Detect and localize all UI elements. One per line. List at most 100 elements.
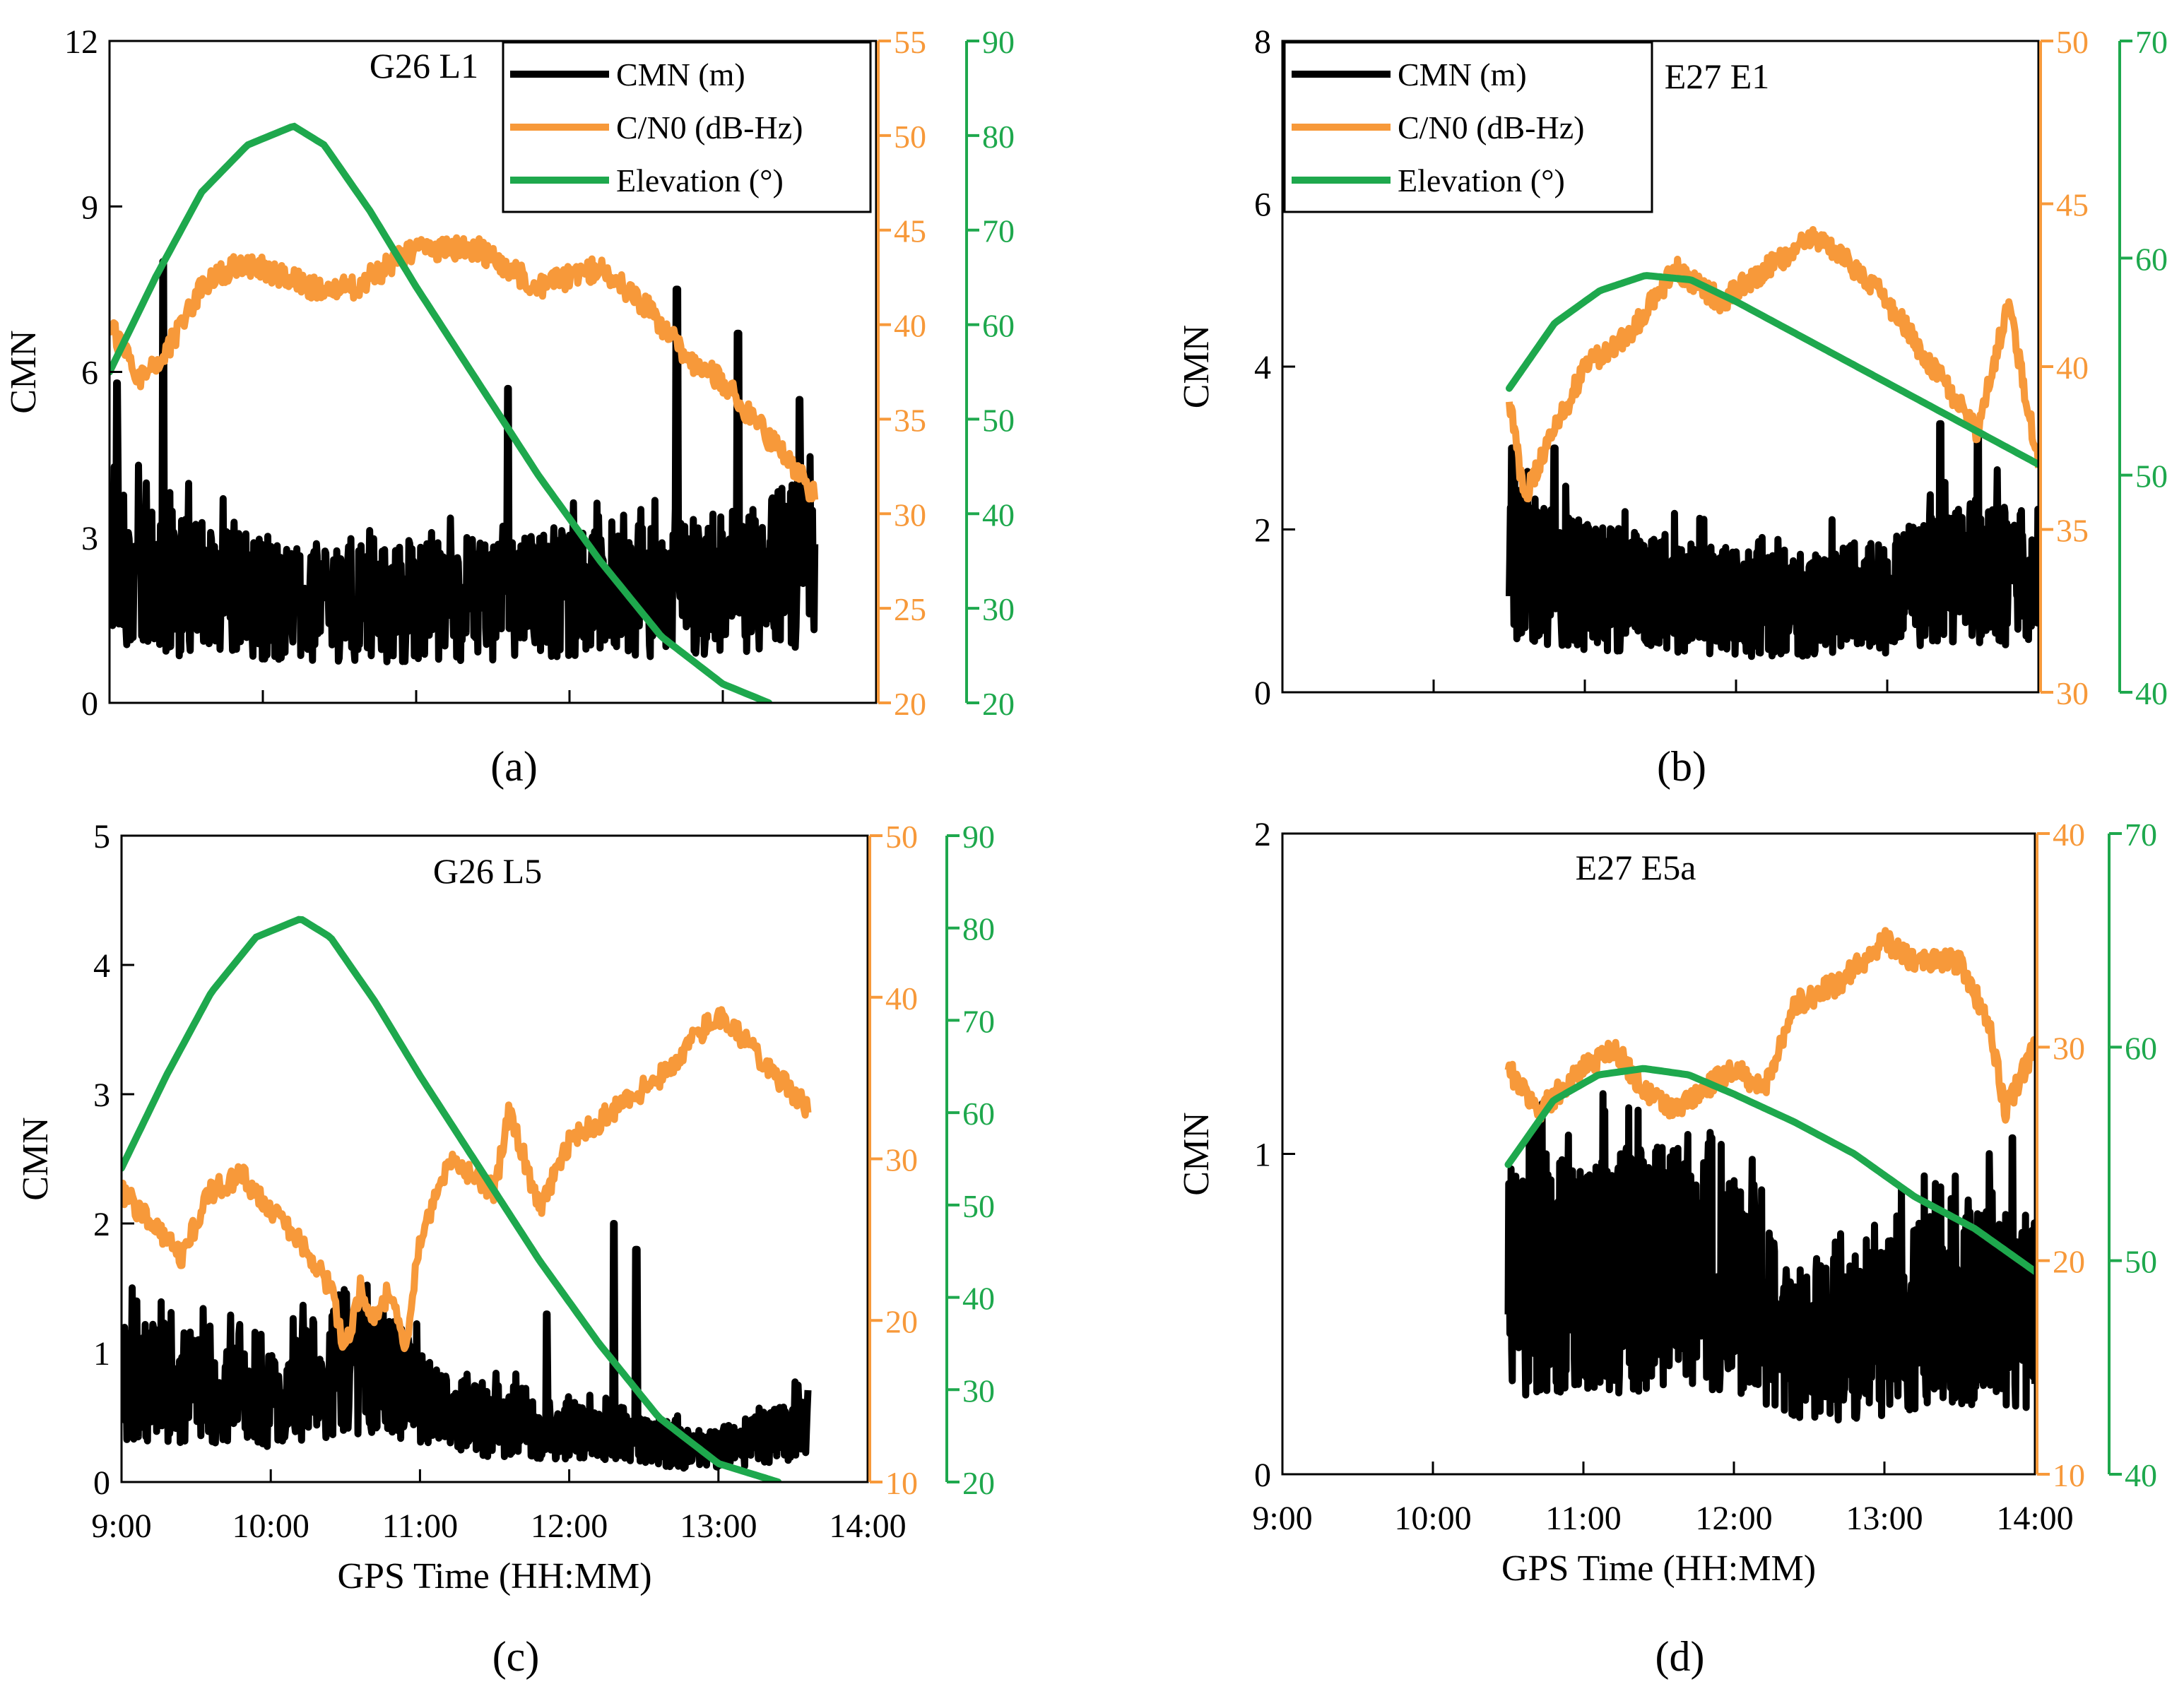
- elevation-tick-label: 50: [962, 1188, 995, 1224]
- panel-d: 0 1 2 9:00 10:00 11:00 12:00 13:00 14:00 10 20 30 40…: [1176, 816, 2157, 1680]
- x-tick-label: 14:00: [1996, 1500, 2073, 1537]
- elevation-series-d: [1504, 1065, 2035, 1275]
- elevation-tick-label: 90: [962, 819, 995, 855]
- elevation-tick-label: 60: [962, 1096, 995, 1132]
- cn0-tick-label: 40: [2056, 350, 2089, 386]
- x-tick-label: 11:00: [382, 1507, 459, 1545]
- cn0-tick-label: 20: [2053, 1244, 2085, 1280]
- cn0-tick-label: 50: [2056, 24, 2089, 60]
- y-axis-label: CMN: [4, 330, 44, 413]
- elevation-tick-label: 70: [982, 213, 1015, 249]
- elevation-series-a: [110, 122, 773, 703]
- cmn-series-d: [1504, 1090, 2035, 1424]
- left-tick-label: 2: [1254, 512, 1271, 550]
- panel-label: (a): [490, 743, 538, 790]
- cn0-series-a: [110, 234, 819, 503]
- plot-frame-c: [120, 834, 869, 1483]
- cn0-tick-label: 25: [894, 591, 926, 627]
- elevation-tick-label: 70: [962, 1003, 995, 1039]
- panel-label: (b): [1657, 743, 1706, 790]
- elevation-tick-label: 70: [2125, 817, 2157, 853]
- left-tick-label: 0: [81, 685, 98, 723]
- left-tick-label: 3: [81, 520, 98, 557]
- legend-b: CMN (m) C/N0 (dB-Hz) Elevation (°): [1283, 41, 1653, 213]
- x-tick-label: 12:00: [1695, 1500, 1772, 1537]
- y-axis-label: CMN: [1176, 325, 1217, 408]
- elevation-tick-label: 60: [2135, 241, 2168, 277]
- left-tick-label: 5: [93, 818, 110, 855]
- left-tick-label: 0: [1254, 1457, 1271, 1494]
- plot-area-d: [1504, 927, 2035, 1424]
- legend-label: C/N0 (dB-Hz): [616, 109, 803, 146]
- elevation-tick-label: 90: [982, 24, 1015, 60]
- left-tick-label: 6: [1254, 186, 1271, 224]
- elevation-tick-label: 50: [982, 402, 1015, 438]
- cn0-tick-label: 10: [885, 1465, 918, 1501]
- cn0-tick-label: 30: [894, 497, 926, 533]
- cn0-tick-label: 35: [894, 402, 926, 438]
- plot-area-b: [1506, 226, 2038, 660]
- x-tick-label: 10:00: [1394, 1500, 1471, 1537]
- x-tick-label: 9:00: [91, 1507, 151, 1545]
- cn0-tick-label: 55: [894, 24, 926, 60]
- left-tick-label: 4: [93, 947, 110, 985]
- left-tick-label: 1: [93, 1335, 110, 1373]
- x-axis-label: GPS Time (HH:MM): [1501, 1548, 1816, 1589]
- x-axis-label: GPS Time (HH:MM): [337, 1556, 651, 1596]
- cn0-tick-label: 40: [885, 980, 918, 1017]
- x-tick-label: 14:00: [829, 1507, 906, 1545]
- left-tick-label: 6: [81, 355, 98, 392]
- elevation-tick-label: 30: [982, 591, 1015, 627]
- elevation-tick-label: 30: [962, 1373, 995, 1409]
- cn0-tick-label: 30: [885, 1142, 918, 1178]
- left-tick-label: 0: [1254, 675, 1271, 712]
- elevation-tick-label: 20: [982, 686, 1015, 722]
- left-tick-label: 8: [1254, 23, 1271, 61]
- cn0-tick-label: 10: [2053, 1457, 2085, 1493]
- elevation-tick-label: 20: [962, 1465, 995, 1501]
- x-tick-label: 13:00: [680, 1507, 757, 1545]
- x-tick-label: 13:00: [1846, 1500, 1923, 1537]
- x-tick-label: 10:00: [232, 1507, 309, 1545]
- cn0-tick-label: 35: [2056, 513, 2089, 549]
- left-tick-label: 3: [93, 1077, 110, 1114]
- left-tick-label: 9: [81, 189, 98, 226]
- panel-a: 0 3 6 9 12 20 25 30 35 40 45 50 55 20 30 40 50 60 70 80 90 CM…: [4, 23, 1015, 790]
- cmn-series-b: [1506, 420, 2038, 660]
- elevation-tick-label: 80: [962, 911, 995, 947]
- legend-label: CMN (m): [1398, 57, 1527, 93]
- left-tick-label: 2: [1254, 816, 1271, 853]
- elevation-tick-label: 40: [2125, 1457, 2157, 1493]
- cmn-series-a: [110, 258, 819, 665]
- elevation-tick-label: 40: [2135, 675, 2168, 711]
- cn0-tick-label: 40: [2053, 817, 2085, 853]
- plot-area-c: [122, 915, 812, 1482]
- panel-label: (d): [1655, 1633, 1705, 1680]
- cn0-tick-label: 45: [894, 213, 926, 249]
- y-axis-label: CMN: [1176, 1112, 1217, 1195]
- legend-label: Elevation (°): [1398, 162, 1565, 198]
- elevation-series-b: [1506, 272, 2038, 468]
- cn0-tick-label: 20: [885, 1303, 918, 1339]
- cn0-tick-label: 50: [885, 819, 918, 855]
- elevation-tick-label: 50: [2125, 1244, 2157, 1280]
- panel-title: G26 L5: [433, 851, 542, 891]
- legend-a: CMN (m) C/N0 (dB-Hz) Elevation (°): [502, 41, 872, 213]
- elevation-tick-label: 60: [2125, 1030, 2157, 1066]
- left-tick-label: 1: [1254, 1137, 1271, 1174]
- elevation-tick-label: 80: [982, 119, 1015, 155]
- panel-title: G26 L1: [370, 46, 478, 85]
- left-tick-label: 0: [93, 1464, 110, 1502]
- x-tick-label: 11:00: [1545, 1500, 1622, 1537]
- cn0-series-c: [122, 1006, 812, 1353]
- elevation-series-c: [122, 915, 782, 1482]
- cn0-tick-label: 30: [2053, 1030, 2085, 1066]
- y-axis-label: CMN: [16, 1117, 56, 1200]
- cn0-tick-label: 30: [2056, 675, 2089, 711]
- panel-label: (c): [492, 1633, 540, 1680]
- cn0-tick-label: 45: [2056, 187, 2089, 223]
- elevation-tick-label: 60: [982, 308, 1015, 344]
- legend-label: CMN (m): [616, 57, 745, 93]
